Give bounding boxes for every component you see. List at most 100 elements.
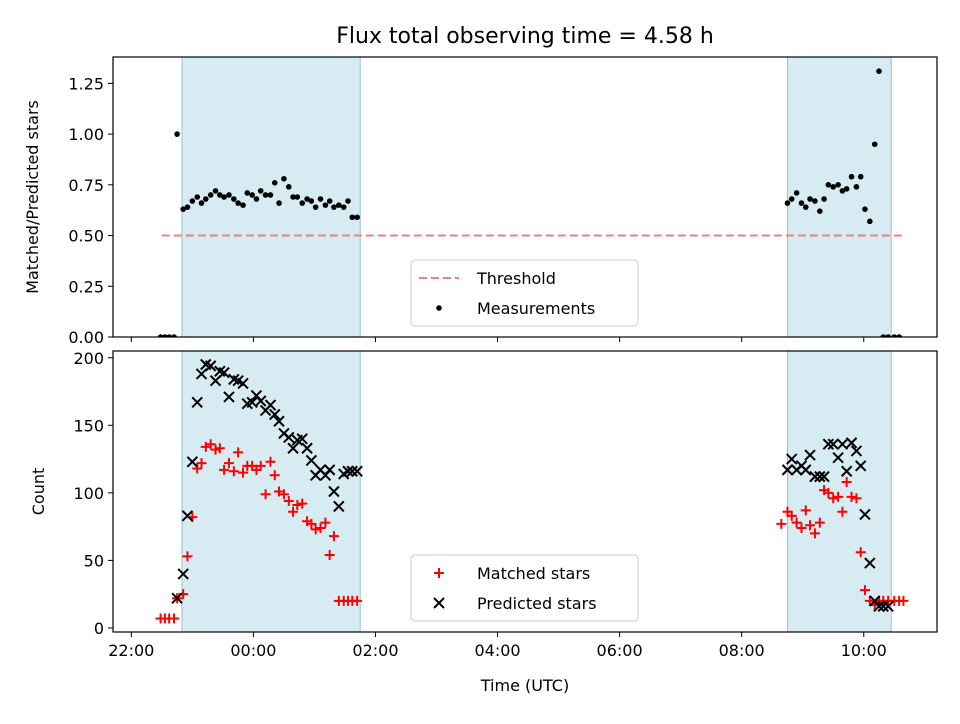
data-point <box>196 458 207 469</box>
data-point <box>278 489 289 500</box>
data-point <box>837 506 848 517</box>
data-point <box>827 438 839 450</box>
data-point <box>231 196 237 202</box>
data-point <box>169 613 180 624</box>
data-point <box>333 500 345 513</box>
legend-box <box>410 259 639 327</box>
data-point <box>177 568 189 580</box>
data-point <box>207 192 214 198</box>
data-point <box>320 517 331 528</box>
data-point <box>776 518 787 529</box>
data-point <box>315 522 326 533</box>
x-tick-label: 10:00 <box>841 641 887 660</box>
data-point <box>877 600 889 613</box>
data-point <box>181 510 194 522</box>
data-point <box>351 465 363 477</box>
data-point <box>843 186 850 192</box>
data-point <box>317 196 324 202</box>
data-point <box>171 334 177 337</box>
y-tick-label: 200 <box>73 349 104 368</box>
data-point <box>218 366 230 379</box>
y-tick-label: 1.25 <box>68 74 104 93</box>
data-point <box>867 218 873 225</box>
data-point <box>328 531 339 542</box>
data-point <box>228 466 239 477</box>
data-point <box>814 470 826 483</box>
data-point <box>304 196 310 202</box>
data-point <box>166 334 172 337</box>
data-point <box>825 182 832 188</box>
observing-window <box>181 351 361 632</box>
data-point <box>257 188 264 194</box>
data-point <box>217 192 223 198</box>
x-axis-label: Time (UTC) <box>480 676 569 695</box>
y-tick-label: 50 <box>84 551 104 570</box>
data-point <box>814 517 825 528</box>
data-point <box>845 437 858 449</box>
count-panel: 0 50 100 150 200 22:00 00:00 02:00 04:00 06:00 08:… <box>29 349 938 695</box>
x-tick-label: 00:00 <box>230 641 276 660</box>
legend-box <box>410 554 639 622</box>
data-point <box>864 557 876 569</box>
data-point <box>331 204 337 210</box>
data-point <box>857 173 864 180</box>
y-tick-label: 0.00 <box>68 328 104 347</box>
data-point <box>306 518 317 529</box>
data-point <box>850 445 863 457</box>
data-point <box>853 184 860 190</box>
data-point <box>189 198 196 204</box>
data-point <box>240 202 246 208</box>
data-point <box>800 505 811 516</box>
data-point <box>285 184 292 190</box>
x-tick-label: 22:00 <box>108 641 154 660</box>
data-point <box>818 470 830 483</box>
data-point <box>238 467 249 478</box>
data-point <box>194 194 201 200</box>
data-point <box>292 500 303 511</box>
data-point <box>269 408 281 421</box>
x-tick-label: 02:00 <box>352 641 398 660</box>
data-point <box>836 438 849 450</box>
data-point <box>800 464 812 476</box>
data-point <box>796 522 807 533</box>
data-point <box>828 493 839 504</box>
data-point <box>873 600 885 613</box>
data-point <box>898 595 909 606</box>
data-point <box>812 198 818 204</box>
data-point <box>840 465 853 477</box>
data-point <box>260 489 271 500</box>
data-point <box>885 334 891 337</box>
legend-label: Threshold <box>476 269 556 288</box>
data-point <box>294 194 301 200</box>
data-point <box>305 454 318 467</box>
y-tick-label: 100 <box>73 484 104 503</box>
data-point <box>896 334 902 337</box>
data-point <box>326 198 333 204</box>
data-point <box>312 204 319 210</box>
data-point <box>805 520 816 531</box>
data-point <box>204 360 217 372</box>
data-point <box>192 463 203 474</box>
data-point <box>862 206 868 212</box>
observing-window <box>786 57 892 337</box>
data-point <box>817 208 823 215</box>
data-point <box>267 192 274 198</box>
y-tick-label: 150 <box>73 416 104 435</box>
data-point <box>851 493 862 504</box>
data-point <box>308 198 315 204</box>
data-point <box>184 204 191 210</box>
plot-area <box>155 351 909 632</box>
data-point <box>891 334 898 337</box>
data-point <box>798 200 805 206</box>
data-point <box>859 585 870 596</box>
data-point <box>174 131 180 137</box>
data-point <box>223 391 235 403</box>
data-point <box>324 549 335 560</box>
data-point <box>835 182 841 188</box>
data-point <box>212 188 219 194</box>
data-point <box>821 196 827 202</box>
data-point <box>882 600 894 613</box>
y-tick-label: 1.00 <box>68 125 104 144</box>
data-point <box>342 465 354 477</box>
